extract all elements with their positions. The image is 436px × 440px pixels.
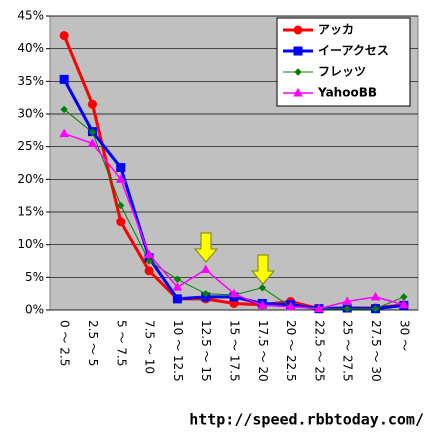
x-tick-label: 27.5 ～ 30 [369, 320, 383, 382]
x-tick-label: 2.5 ～ 5 [86, 320, 100, 366]
x-tick-label: 22.5 ～ 25 [312, 320, 326, 382]
legend-label: フレッツ [318, 65, 366, 79]
marker [293, 46, 303, 56]
x-tick-label: 25 ～ 27.5 [341, 320, 355, 382]
y-tick-label: 20% [17, 172, 44, 186]
y-tick-label: 5% [25, 270, 44, 284]
marker [342, 296, 353, 306]
marker [145, 257, 153, 265]
legend-label: イーアクセス [318, 44, 389, 58]
arrow [250, 254, 276, 285]
marker [60, 105, 68, 114]
marker [229, 288, 239, 298]
marker [370, 291, 381, 301]
x-tick-label: 12.5 ～ 15 [199, 320, 213, 382]
y-tick-label: 45% [17, 9, 44, 23]
marker [59, 31, 69, 41]
marker [293, 87, 303, 97]
arrow [193, 232, 219, 263]
marker [398, 299, 409, 309]
marker [115, 174, 126, 183]
marker [59, 128, 70, 138]
marker [258, 284, 267, 292]
x-tick-label: 7.5 ～ 10 [143, 320, 157, 374]
y-tick-label: 30% [17, 107, 44, 121]
marker [285, 301, 296, 311]
marker [59, 74, 69, 84]
y-tick-label: 35% [17, 74, 44, 88]
y-tick-label: 25% [17, 139, 44, 153]
legend-label: アッカ [318, 23, 354, 37]
series-group [59, 31, 409, 314]
marker [172, 282, 183, 291]
x-tick-label: 15 ～ 17.5 [228, 320, 242, 382]
marker [87, 138, 98, 147]
marker [88, 128, 97, 137]
marker [257, 300, 268, 309]
x-tick-label: 30 ～ [397, 320, 411, 351]
marker [294, 68, 302, 76]
marker [343, 304, 351, 313]
legend-label: YahooBB [317, 86, 377, 100]
marker [172, 294, 182, 304]
y-tick-label: 15% [17, 205, 44, 219]
source: http://speed.rbbtoday.com/ [189, 411, 424, 429]
marker [87, 99, 97, 109]
marker [293, 25, 303, 35]
marker [144, 249, 154, 258]
marker [144, 266, 154, 276]
marker [201, 289, 210, 298]
y-tick-label: 40% [17, 41, 44, 55]
x-tick-label: 20 ～ 22.5 [284, 320, 298, 382]
marker [314, 303, 324, 313]
marker [371, 304, 380, 313]
y-tick-label: 10% [17, 237, 44, 251]
marker [116, 217, 126, 227]
marker [117, 201, 125, 210]
x-tick-label: 5 ～ 7.5 [114, 320, 128, 366]
y-tick-label: 0% [25, 303, 44, 317]
marker [200, 264, 211, 273]
marker [116, 163, 126, 173]
x-tick-label: 0 ～ 2.5 [58, 320, 72, 366]
x-tick-label: 17.5 ～ 20 [256, 320, 270, 382]
x-tick-label: 10 ～ 12.5 [171, 320, 185, 382]
